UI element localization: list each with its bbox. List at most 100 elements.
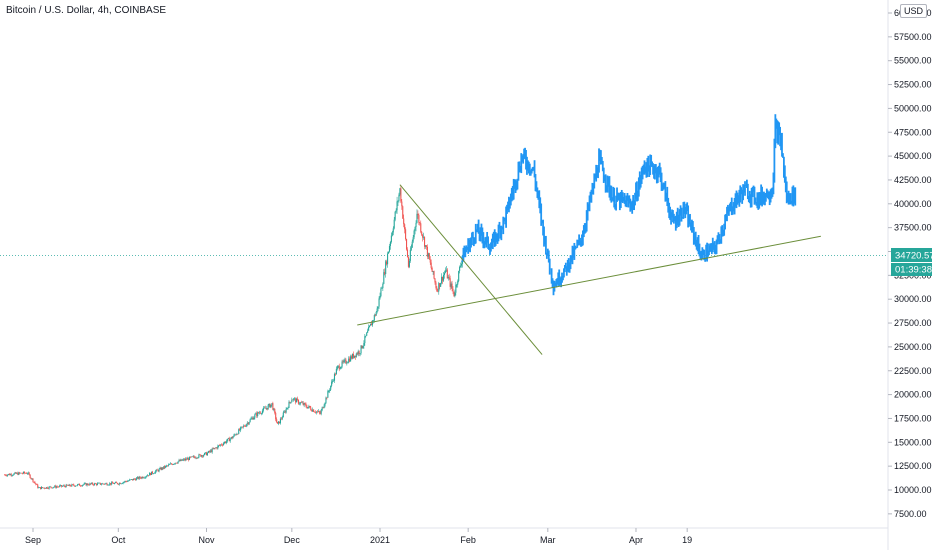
candle-body bbox=[190, 456, 192, 458]
candle-body bbox=[362, 346, 364, 349]
candle-body bbox=[266, 408, 268, 410]
candle-body bbox=[86, 483, 88, 486]
candle-body bbox=[240, 427, 242, 431]
candle-body bbox=[323, 405, 325, 409]
candle-body bbox=[401, 201, 403, 207]
candle-body bbox=[102, 483, 104, 485]
candle-body bbox=[42, 487, 44, 489]
candle-body bbox=[422, 234, 424, 238]
candle-body bbox=[239, 429, 241, 431]
candle-body bbox=[21, 472, 23, 474]
candle-body bbox=[260, 413, 263, 414]
y-tick-label: 12500.00 bbox=[894, 461, 932, 471]
candle-body bbox=[149, 472, 151, 476]
candle-body bbox=[446, 269, 448, 279]
candle-body bbox=[72, 484, 74, 485]
candle-body bbox=[113, 483, 116, 484]
candle-body bbox=[229, 438, 231, 442]
candle-body bbox=[327, 391, 329, 398]
candle-body bbox=[447, 276, 449, 279]
candle-body bbox=[40, 487, 42, 490]
candle-body bbox=[390, 235, 392, 242]
y-tick-label: 17500.00 bbox=[894, 413, 932, 423]
candle-body bbox=[12, 474, 14, 476]
trendlines[interactable] bbox=[357, 184, 821, 355]
candle-body bbox=[138, 476, 140, 479]
candle-body bbox=[331, 381, 333, 386]
candle-body bbox=[365, 335, 367, 337]
trendline[interactable] bbox=[357, 235, 821, 326]
candle-body bbox=[192, 456, 194, 457]
candle-body bbox=[291, 399, 293, 403]
candle-body bbox=[156, 469, 158, 471]
candle-body bbox=[154, 471, 156, 474]
candle-body bbox=[36, 484, 38, 485]
candle-body bbox=[284, 411, 286, 413]
candle-body bbox=[45, 487, 47, 489]
y-tick-label: 22500.00 bbox=[894, 366, 932, 376]
candle-body bbox=[329, 389, 331, 391]
currency-button[interactable]: USD bbox=[900, 4, 928, 18]
y-tick-label: 40000.00 bbox=[894, 199, 932, 209]
candle-body bbox=[449, 278, 451, 287]
candle-body bbox=[419, 222, 421, 224]
candle-body bbox=[245, 424, 247, 427]
candle-body bbox=[205, 452, 208, 456]
candle-body bbox=[314, 411, 316, 413]
candle-body bbox=[152, 473, 154, 475]
candle-body bbox=[364, 336, 366, 344]
candle-body bbox=[371, 320, 373, 326]
candle-body bbox=[65, 484, 67, 488]
candle-body bbox=[157, 470, 159, 472]
candle-body bbox=[142, 476, 144, 479]
candle-body bbox=[113, 483, 115, 484]
candle-body bbox=[110, 483, 112, 485]
candle-body bbox=[324, 402, 326, 406]
candle-body bbox=[275, 412, 277, 420]
candle-body bbox=[64, 486, 66, 488]
candle-body bbox=[361, 345, 363, 349]
candle-body bbox=[196, 457, 198, 459]
x-tick-label: Sep bbox=[25, 535, 41, 545]
candle-body bbox=[106, 483, 108, 486]
candle-body bbox=[208, 451, 210, 452]
candle-body bbox=[237, 433, 239, 435]
candle-body bbox=[213, 448, 215, 449]
candle-body bbox=[197, 457, 199, 459]
candle-body bbox=[355, 353, 357, 358]
candle-body bbox=[343, 360, 345, 363]
candle-body bbox=[32, 478, 34, 482]
candle-body bbox=[425, 245, 428, 247]
candle-body bbox=[357, 351, 359, 355]
last-price-value: 34720.57 bbox=[895, 251, 932, 262]
candle-body bbox=[383, 272, 385, 284]
candle-body bbox=[6, 474, 8, 476]
candle-body bbox=[179, 460, 181, 462]
candle-body bbox=[125, 481, 127, 482]
candle-body bbox=[387, 251, 390, 254]
x-tick-label: Feb bbox=[460, 535, 476, 545]
candle-body bbox=[167, 465, 169, 467]
candle-body bbox=[281, 417, 283, 419]
candle-body bbox=[163, 466, 165, 469]
candle-body bbox=[101, 483, 103, 485]
candle-body bbox=[457, 281, 459, 285]
trendline[interactable] bbox=[399, 184, 543, 355]
candle-body bbox=[445, 269, 447, 271]
candle-body bbox=[133, 478, 135, 480]
candle-body bbox=[26, 473, 28, 475]
candle-body bbox=[424, 236, 426, 247]
candle-body bbox=[453, 291, 455, 297]
candle-body bbox=[424, 245, 427, 247]
candle-body bbox=[257, 412, 259, 417]
candle-body bbox=[105, 483, 107, 484]
candle-body bbox=[232, 436, 234, 439]
candle-body bbox=[458, 270, 460, 282]
time-axis[interactable]: Sep Oct Nov Dec 2021 Feb Mar Apr 19 bbox=[25, 528, 692, 545]
candle-body bbox=[227, 438, 229, 439]
candle-body bbox=[258, 412, 260, 414]
candle-body bbox=[180, 459, 182, 462]
candle-body bbox=[23, 471, 26, 474]
candle-body bbox=[7, 473, 9, 475]
